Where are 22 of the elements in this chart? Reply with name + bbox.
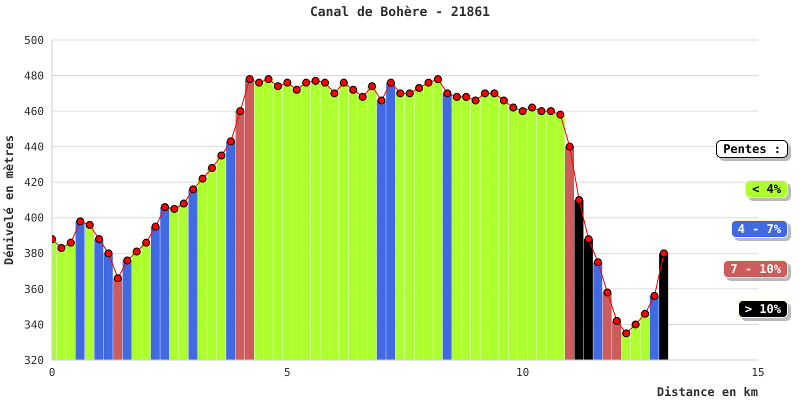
y-tick-label: 380 <box>24 247 44 260</box>
y-tick-label: 440 <box>24 140 44 154</box>
x-tick-label: 5 <box>284 366 291 379</box>
text: 4 - 7% <box>730 220 788 238</box>
chart-title: Canal de Bohère - 21861 <box>308 5 491 20</box>
y-tick-label: 460 <box>24 105 44 118</box>
y-tick-label: 420 <box>24 176 44 190</box>
x-tick-label: 15 <box>751 366 765 379</box>
text: > 10% <box>738 300 788 318</box>
y-axis-title: Dénivelé en mètres <box>2 134 16 266</box>
y-tick-label: 320 <box>24 354 44 367</box>
x-axis-title: Distance en km <box>656 385 758 399</box>
y-tick-label: 480 <box>24 69 44 82</box>
y-tick-label: 360 <box>24 282 44 296</box>
legend-title: Pentes : <box>716 140 788 158</box>
text: < 4% <box>745 180 788 198</box>
y-tick-label: 500 <box>24 34 44 47</box>
y-tick-label: 400 <box>24 212 44 225</box>
text: 7 - 10% <box>723 260 788 278</box>
y-tick-label: 340 <box>24 318 44 332</box>
x-tick-label: 10 <box>516 366 530 379</box>
x-tick-label: 0 <box>48 366 56 379</box>
